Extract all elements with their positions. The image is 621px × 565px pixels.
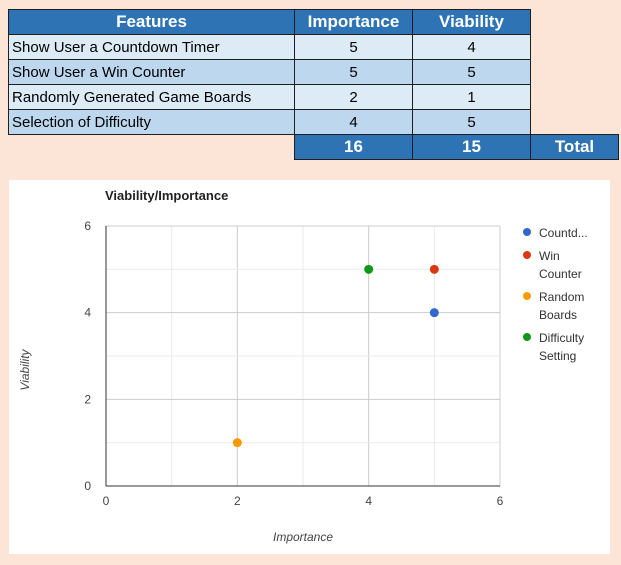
viability-cell: 5 <box>412 59 531 85</box>
y-tick-label: 0 <box>84 479 91 493</box>
legend-item: Win Counter <box>523 247 609 283</box>
header-features: Features <box>8 9 295 35</box>
feature-cell: Show User a Countdown Timer <box>8 34 295 60</box>
legend-marker <box>523 292 531 300</box>
data-point <box>232 438 242 448</box>
importance-cell: 5 <box>294 34 413 60</box>
data-point <box>429 308 439 318</box>
importance-cell: 4 <box>294 109 413 135</box>
chart-legend: Countd... Win Counter Random Boards Diff… <box>523 224 609 370</box>
importance-cell: 5 <box>294 59 413 85</box>
table-header-row: Features Importance Viability <box>8 9 619 35</box>
features-table: Features Importance Viability Show User … <box>8 9 619 160</box>
feature-cell: Randomly Generated Game Boards <box>8 84 295 110</box>
legend-label: Countd... <box>539 226 588 240</box>
plot-area: 0 2 4 6 0 2 4 6 <box>84 219 504 508</box>
table-row: Show User a Countdown Timer 5 4 <box>8 34 619 60</box>
data-point <box>429 264 439 274</box>
legend-item: Random Boards <box>523 288 609 324</box>
feature-cell: Show User a Win Counter <box>8 59 295 85</box>
viability-cell: 1 <box>412 84 531 110</box>
y-tick-label: 4 <box>84 306 91 320</box>
legend-item: Difficulty Setting <box>523 329 609 365</box>
x-tick-label: 6 <box>497 494 504 508</box>
legend-marker <box>523 333 531 341</box>
data-point <box>364 264 374 274</box>
y-tick-label: 2 <box>84 392 91 406</box>
viability-cell: 5 <box>412 109 531 135</box>
table-row: Randomly Generated Game Boards 2 1 <box>8 84 619 110</box>
importance-cell: 2 <box>294 84 413 110</box>
x-tick-label: 0 <box>103 494 110 508</box>
legend-label: Win Counter <box>539 249 582 281</box>
total-viability: 15 <box>412 134 531 160</box>
total-label: Total <box>530 134 619 160</box>
y-tick-label: 6 <box>84 219 91 233</box>
legend-label: Random Boards <box>539 290 585 322</box>
y-axis-label: Viability <box>18 349 32 391</box>
total-spacer <box>8 134 295 160</box>
table-row: Selection of Difficulty 4 5 <box>8 109 619 135</box>
legend-item: Countd... <box>523 224 609 242</box>
feature-cell: Selection of Difficulty <box>8 109 295 135</box>
x-axis-label: Importance <box>272 530 334 544</box>
table-total-row: 16 15 Total <box>8 134 619 160</box>
header-viability: Viability <box>412 9 531 35</box>
total-importance: 16 <box>294 134 413 160</box>
x-tick-label: 4 <box>365 494 372 508</box>
viability-cell: 4 <box>412 34 531 60</box>
legend-label: Difficulty Setting <box>539 331 585 363</box>
header-importance: Importance <box>294 9 413 35</box>
legend-marker <box>523 251 531 259</box>
table-row: Show User a Win Counter 5 5 <box>8 59 619 85</box>
x-tick-label: 2 <box>234 494 241 508</box>
legend-marker <box>523 228 531 236</box>
chart-title: Viability/Importance <box>105 188 229 203</box>
